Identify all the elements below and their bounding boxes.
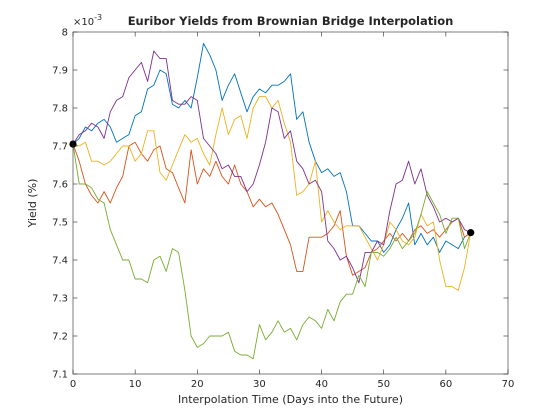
series-layer (72, 42, 472, 360)
y-tick-label: 7.7 (52, 142, 68, 153)
y-tick-label: 7.2 (52, 332, 68, 343)
y-tick-label: 7.4 (52, 256, 68, 267)
y-axis-label: Yield (%) (26, 179, 39, 229)
x-tick-label: 10 (129, 379, 142, 390)
y-tick-label: 7.5 (52, 218, 68, 229)
x-tick-label: 30 (253, 379, 266, 390)
x-tick-label: 40 (315, 379, 328, 390)
x-tick-label: 20 (191, 379, 204, 390)
y-tick-label: 7.6 (52, 180, 68, 191)
chart-title: Euribor Yields from Brownian Bridge Inte… (128, 14, 454, 28)
y-tick-label: 7.3 (52, 294, 68, 305)
x-tick-label: 70 (502, 379, 515, 390)
y-tick-label: 7.1 (52, 370, 68, 381)
y-axis-ticks: 7.1 7.2 7.3 7.4 7.5 7.6 7.7 7.8 7.9 8 (52, 28, 508, 381)
x-tick-label: 0 (70, 379, 76, 390)
series-line-4 (72, 50, 471, 284)
x-tick-label: 50 (377, 379, 390, 390)
y-axis-exponent: ×10-3 (73, 13, 102, 28)
series-line-5 (72, 144, 472, 360)
x-axis-ticks: 0 10 20 30 40 50 60 70 (70, 32, 515, 390)
plot-area (73, 32, 508, 374)
exponent-base: ×10 (73, 17, 94, 28)
exponent-power: -3 (94, 13, 102, 22)
x-axis-label: Interpolation Time (Days into the Future… (178, 393, 403, 406)
x-tick-label: 60 (439, 379, 452, 390)
y-tick-label: 7.8 (52, 104, 68, 115)
series-line-1 (72, 42, 471, 253)
series-line-2 (72, 141, 471, 276)
y-tick-label: 7.9 (52, 66, 68, 77)
y-tick-label: 8 (62, 28, 68, 39)
endpoint-marker-2 (467, 229, 475, 237)
axes-box (72, 31, 509, 375)
